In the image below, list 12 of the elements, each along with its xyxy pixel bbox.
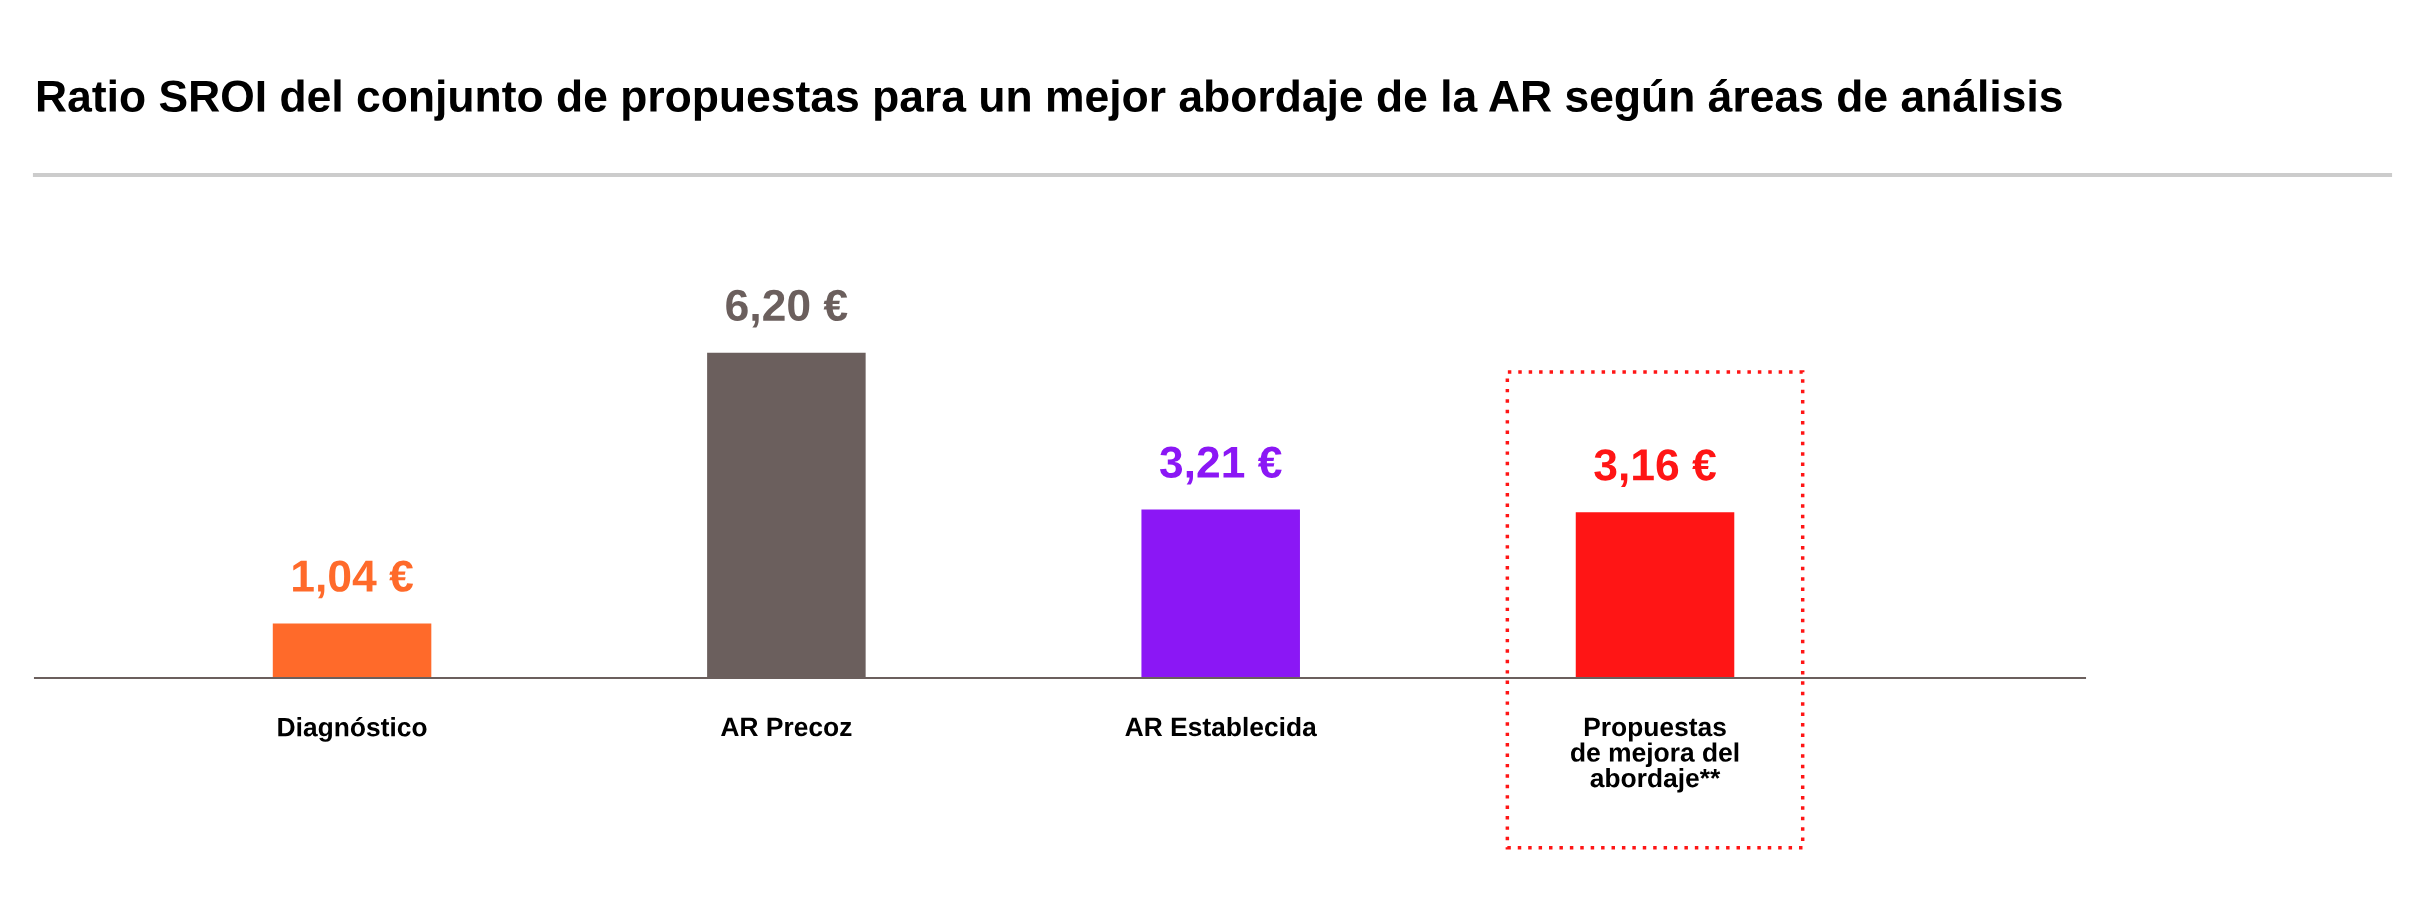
data-label: 6,20 €	[726, 289, 848, 328]
x-tick-label: Diagnóstico	[278, 716, 427, 742]
bar	[1141, 509, 1300, 678]
x-tick-label: AR Establecida	[1125, 716, 1317, 737]
data-label: 3,21 €	[1159, 446, 1282, 485]
chart-title: Ratio SROI del conjunto de propuestas para un mejor abordaje de la AR según áreas de análisis	[37, 78, 2062, 122]
bar	[1575, 512, 1735, 678]
x-tick-label: Propuestas de mejora del abordaje**	[1571, 717, 1739, 793]
bar	[272, 623, 432, 678]
data-label: 3,16 €	[1594, 449, 1717, 488]
data-label: 1,04 €	[293, 560, 414, 599]
x-tick-label: AR Precoz	[721, 717, 852, 737]
